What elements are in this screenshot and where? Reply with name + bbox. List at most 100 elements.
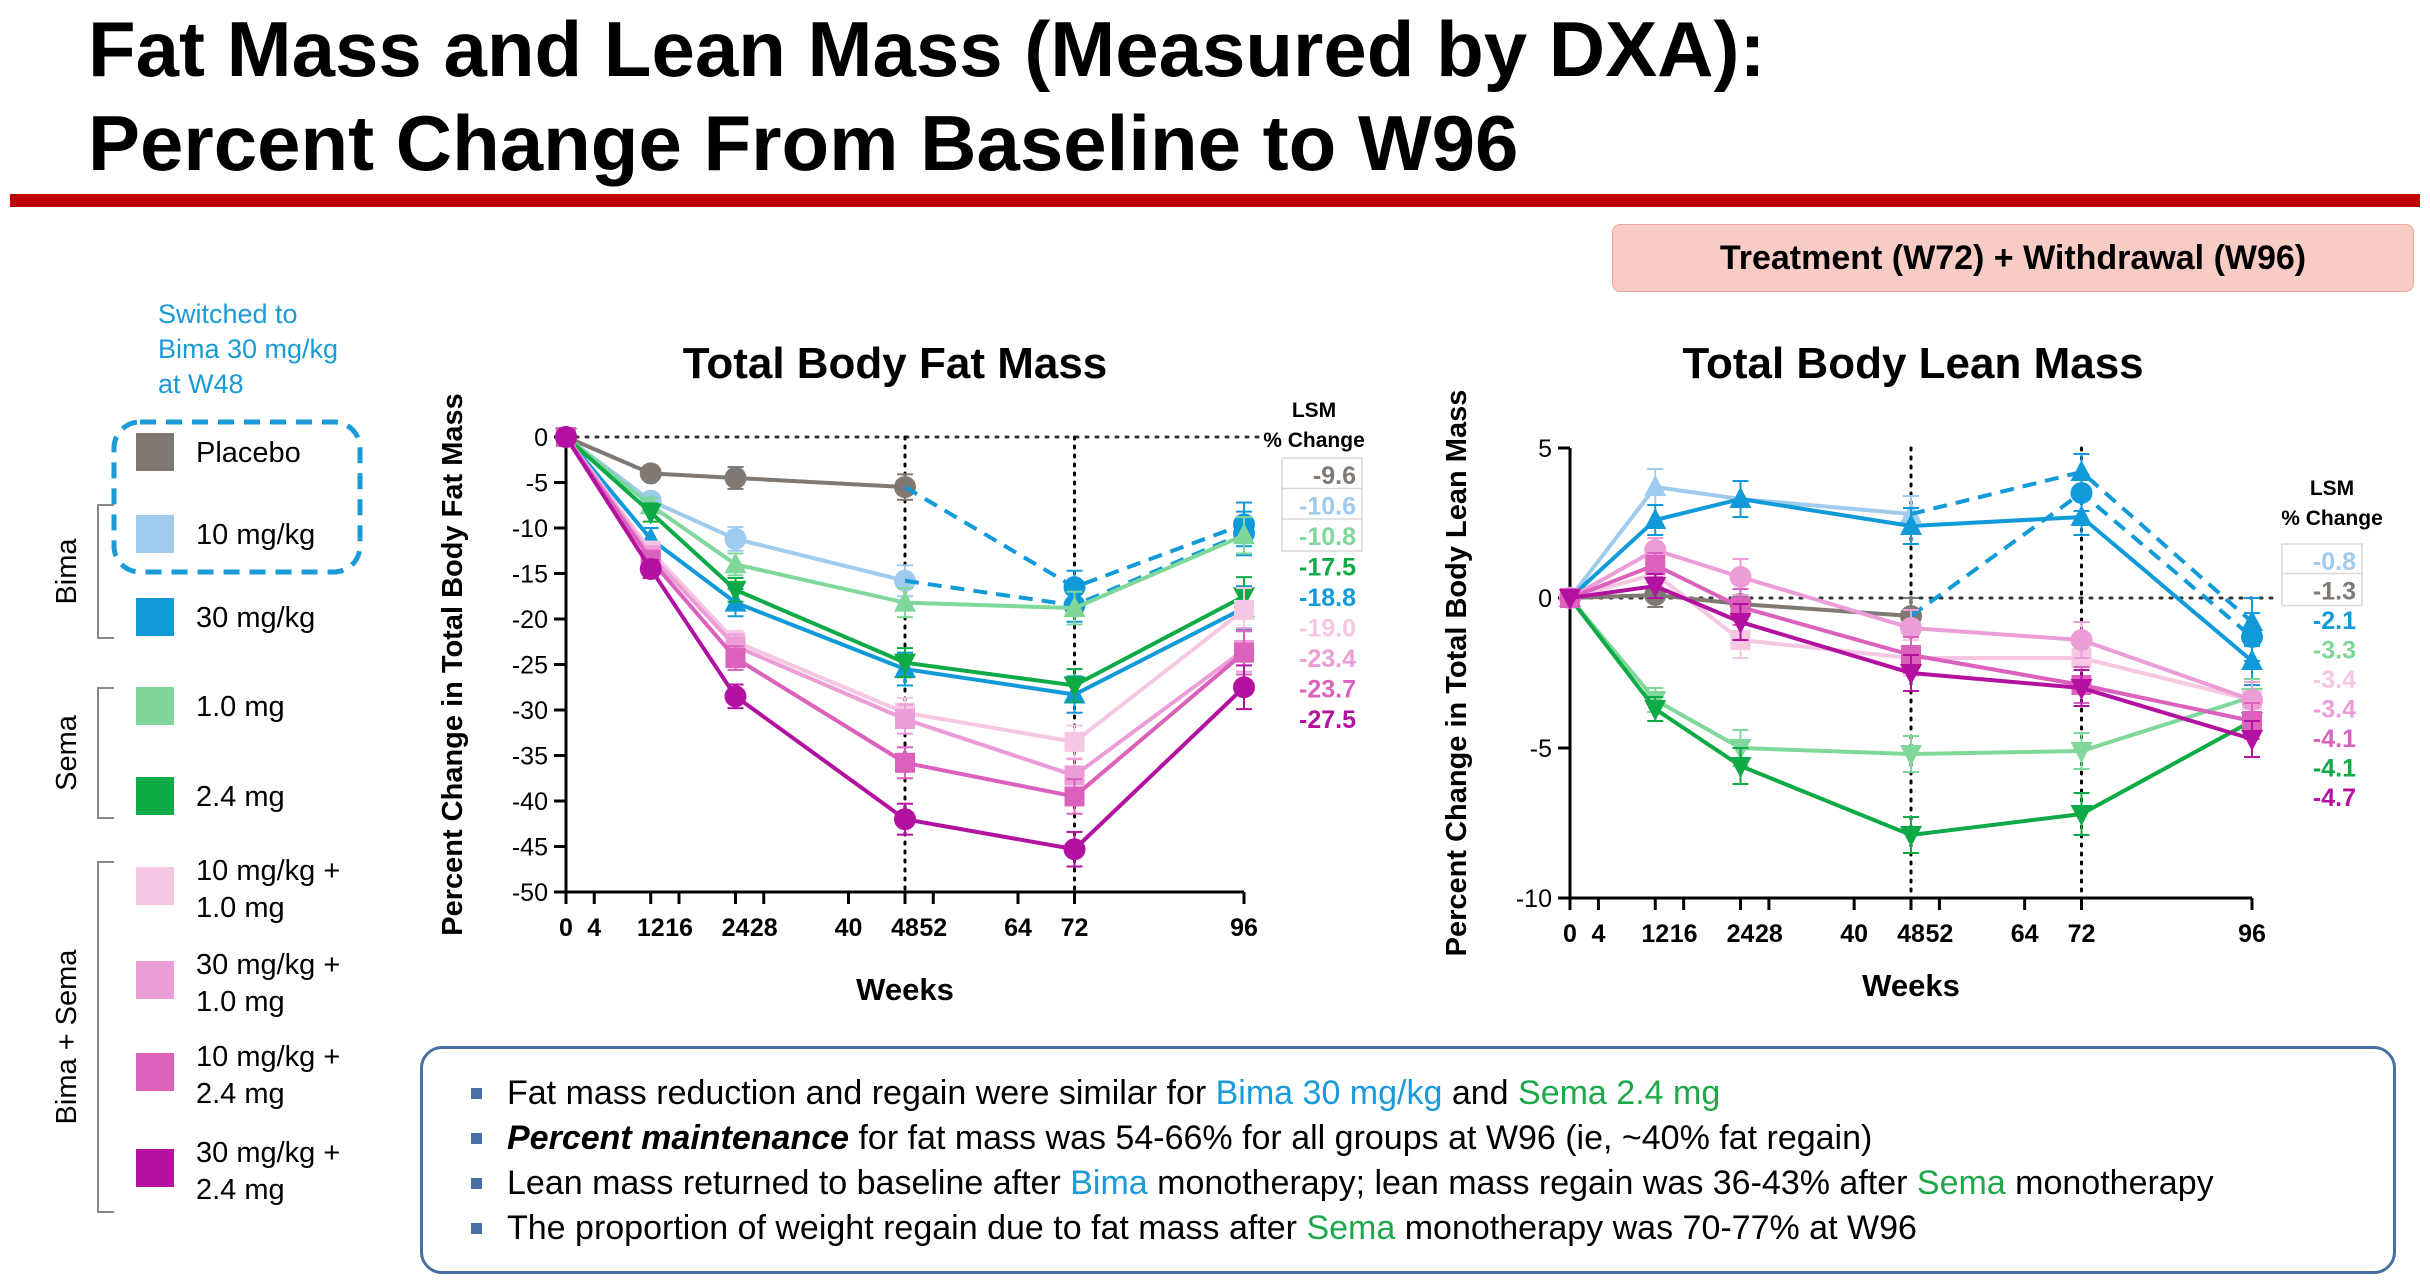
x-tick-label: 28 — [750, 914, 778, 942]
fat-mass-chart: Total Body Fat Mass Percent Change in Tot… — [437, 339, 1365, 1007]
switched-note-line: Switched to — [158, 299, 298, 329]
lsm-value: -2.1 — [2313, 607, 2356, 635]
series-path — [564, 435, 1245, 697]
legend: Switched to Bima 30 mg/kg at W48 Bima Sema Bi… — [51, 299, 363, 1213]
data-point — [2070, 460, 2093, 481]
series-line — [903, 485, 1255, 605]
title-line-2: Percent Change From Baseline to W96 — [88, 99, 1519, 187]
series-path — [1569, 547, 2253, 702]
data-point — [1900, 664, 1922, 685]
data-point — [1900, 826, 1922, 847]
legend-swatch — [136, 867, 174, 905]
y-tick-label: -15 — [512, 561, 548, 589]
legend-label: 10 mg/kg + — [196, 855, 340, 887]
lsm-value: -1.3 — [2313, 578, 2356, 606]
series-path — [1568, 596, 2253, 838]
legend-label: 10 mg/kg — [196, 519, 315, 551]
x-tick-label: 52 — [919, 914, 947, 942]
y-tick-label: 0 — [534, 424, 548, 452]
lsm-header: LSM — [1292, 399, 1336, 422]
lsm-value: -19.0 — [1299, 615, 1356, 643]
x-tick-label: 16 — [1670, 920, 1698, 948]
x-tick-label: 96 — [1230, 914, 1258, 942]
y-axis-label: Percent Change in Total Body Lean Mass — [1441, 390, 1473, 957]
y-tick-label: -5 — [1530, 735, 1552, 763]
legend-swatch — [136, 1149, 174, 1187]
x-tick-label: 24 — [722, 914, 750, 942]
series-line — [556, 427, 1254, 815]
data-point — [894, 590, 916, 612]
data-point — [555, 426, 577, 448]
x-tick-label: 96 — [2238, 920, 2266, 948]
lsm-value: -3.4 — [2313, 666, 2356, 694]
data-point — [894, 808, 916, 831]
data-point — [1729, 487, 1752, 508]
x-tick-label: 40 — [1840, 920, 1868, 948]
series-path — [564, 435, 1245, 688]
finding-text: Sema 2.4 mg — [1518, 1074, 1721, 1112]
key-findings-box: Fat mass reduction and regain were simil… — [420, 1046, 2396, 1274]
finding-text: The proportion of weight regain due to f… — [507, 1209, 1307, 1247]
data-point — [2070, 482, 2093, 504]
chart-title: Total Body Fat Mass — [683, 339, 1108, 388]
switched-note-line: Bima 30 mg/kg — [158, 334, 338, 364]
data-point — [1064, 731, 1085, 752]
x-tick-label: 4 — [1591, 920, 1605, 948]
group-label: Bima + Sema — [51, 949, 83, 1125]
x-tick-label: 52 — [1926, 920, 1954, 948]
x-tick-label: 48 — [1897, 920, 1925, 948]
series-path — [565, 435, 906, 490]
lsm-value: -17.5 — [1299, 554, 1356, 582]
data-point — [724, 685, 747, 708]
title-divider — [10, 194, 2420, 207]
series-path — [564, 435, 1246, 744]
data-point — [894, 653, 916, 675]
series-path — [564, 435, 1246, 778]
series-path — [564, 435, 1246, 852]
lsm-value: -3.3 — [2313, 637, 2356, 665]
group-bracket — [97, 504, 114, 639]
legend-label: 2.4 mg — [196, 1174, 285, 1206]
lean-mass-chart: Total Body Lean Mass Percent Change in To… — [1441, 339, 2383, 1003]
lsm-value: -4.7 — [2313, 784, 2356, 812]
data-point — [1729, 566, 1752, 588]
finding-text: and — [1442, 1074, 1519, 1112]
data-point — [1559, 589, 1581, 610]
lsm-value: -10.6 — [1299, 493, 1356, 521]
lsm-header: LSM — [2310, 477, 2354, 500]
finding-text: Lean mass returned to baseline after — [507, 1164, 1071, 1202]
data-point — [724, 527, 747, 550]
x-tick-label: 48 — [891, 914, 919, 942]
lsm-value: -9.6 — [1313, 462, 1356, 490]
finding-item: The proportion of weight regain due to f… — [453, 1206, 2393, 1251]
x-tick-label: 28 — [1755, 920, 1783, 948]
y-tick-label: -35 — [512, 743, 548, 771]
data-point — [1234, 642, 1254, 663]
data-point — [1645, 555, 1666, 575]
data-point — [724, 552, 747, 574]
x-axis-label: Weeks — [1862, 968, 1960, 1003]
data-point — [895, 709, 915, 730]
legend-swatch — [136, 515, 174, 553]
x-tick-label: 12 — [637, 914, 665, 942]
data-point — [1644, 577, 1667, 598]
data-point — [1063, 838, 1086, 861]
data-point — [1729, 613, 1752, 634]
finding-text: Fat mass reduction and regain were simil… — [507, 1074, 1216, 1112]
switched-group-outline — [111, 419, 363, 575]
series-line — [555, 426, 1255, 868]
data-point — [2241, 730, 2263, 751]
data-point — [2070, 629, 2093, 651]
chart-title: Total Body Lean Mass — [1682, 339, 2143, 388]
x-axis-label: Weeks — [856, 972, 954, 1007]
lsm-value: -23.4 — [1299, 645, 1356, 673]
data-point — [1644, 475, 1667, 496]
lsm-value: -18.8 — [1299, 584, 1356, 612]
y-tick-label: -5 — [526, 470, 548, 498]
finding-text: monotherapy was 70-77% at W96 — [1395, 1209, 1917, 1247]
finding-text: Sema — [1306, 1209, 1396, 1247]
data-point — [2241, 689, 2263, 711]
data-point — [2070, 505, 2093, 526]
lsm-value: -23.7 — [1299, 676, 1356, 704]
